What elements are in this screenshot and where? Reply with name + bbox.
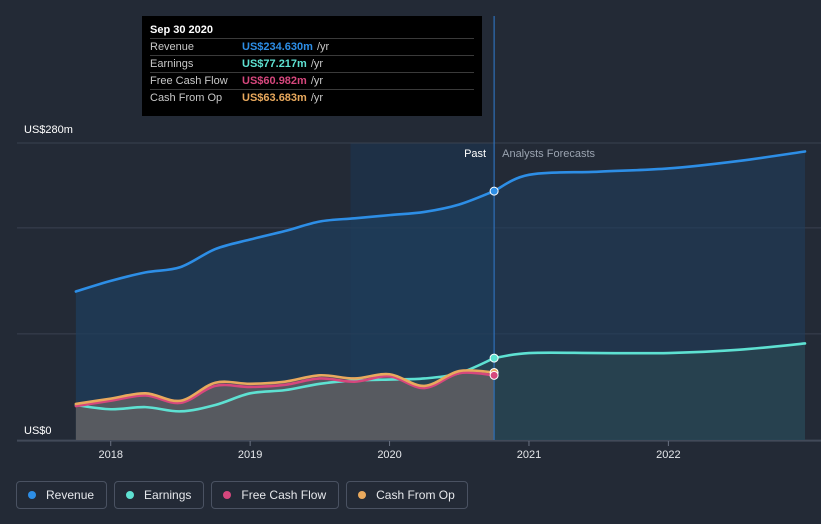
data-point-free-cash-flow [489,370,499,380]
legend-dot-icon [28,491,36,499]
tooltip-value: US$77.217m [242,58,307,70]
forecast-line-revenue [492,150,807,193]
series-line-revenue [74,189,496,293]
data-point-earnings [489,353,499,363]
tooltip-unit: /yr [310,92,324,104]
y-tick-label: US$0 [24,425,52,437]
x-tick-label: 2021 [517,449,541,461]
tooltip-label: Cash From Op [150,92,223,104]
chart-legend: Revenue Earnings Free Cash Flow Cash Fro… [16,481,468,509]
x-tick-label: 2018 [98,449,122,461]
data-point-revenue [489,186,499,196]
legend-label: Cash From Op [376,488,455,502]
tooltip-label: Free Cash Flow [150,75,228,87]
tooltip-label: Earnings [150,58,194,70]
legend-item-cash-from-op[interactable]: Cash From Op [346,481,468,509]
tooltip-label: Revenue [150,41,195,53]
tooltip-date: Sep 30 2020 [150,24,213,36]
tooltip-row-free-cash-flow: Free Cash Flow US$60.982m /yr [150,72,474,89]
series-line-earnings [74,356,496,413]
forecast-line-earnings [492,342,807,360]
legend-item-earnings[interactable]: Earnings [114,481,205,509]
forecast-area-earnings [494,343,805,440]
past-label: Past [464,148,486,160]
y-tick-label: US$280m [24,124,73,136]
series-area-cash-from-op [75,370,495,440]
legend-dot-icon [126,491,135,499]
legend-dot-icon [358,491,367,499]
tooltip-row-earnings: Earnings US$77.217m /yr [150,55,474,72]
tooltip-value: US$234.630m [242,41,313,53]
x-tick-label: 2020 [377,449,401,461]
forecast-label: Analysts Forecasts [502,148,595,160]
legend-label: Revenue [46,488,95,502]
series-line-cash-from-op [74,368,496,406]
tooltip-value: US$63.683m [242,92,307,104]
tooltip-value: US$60.982m [242,75,307,87]
legend-item-free-cash-flow[interactable]: Free Cash Flow [211,481,340,509]
tooltip-unit: /yr [310,58,324,70]
x-tick-label: 2022 [656,449,680,461]
x-tick-label: 2019 [238,449,262,461]
legend-label: Free Cash Flow [241,488,327,502]
tooltip-row-revenue: Revenue US$234.630m /yr [150,38,474,55]
tooltip-unit: /yr [310,75,324,87]
tooltip-unit: /yr [316,41,330,53]
legend-dot-icon [223,491,232,499]
legend-item-revenue[interactable]: Revenue [16,481,108,509]
legend-label: Earnings [144,488,192,502]
tooltip-row-cash-from-op: Cash From Op US$63.683m /yr [150,89,474,106]
series-line-free-cash-flow [74,371,496,408]
hover-tooltip: Sep 30 2020 Revenue US$234.630m /yr Earn… [142,16,482,116]
